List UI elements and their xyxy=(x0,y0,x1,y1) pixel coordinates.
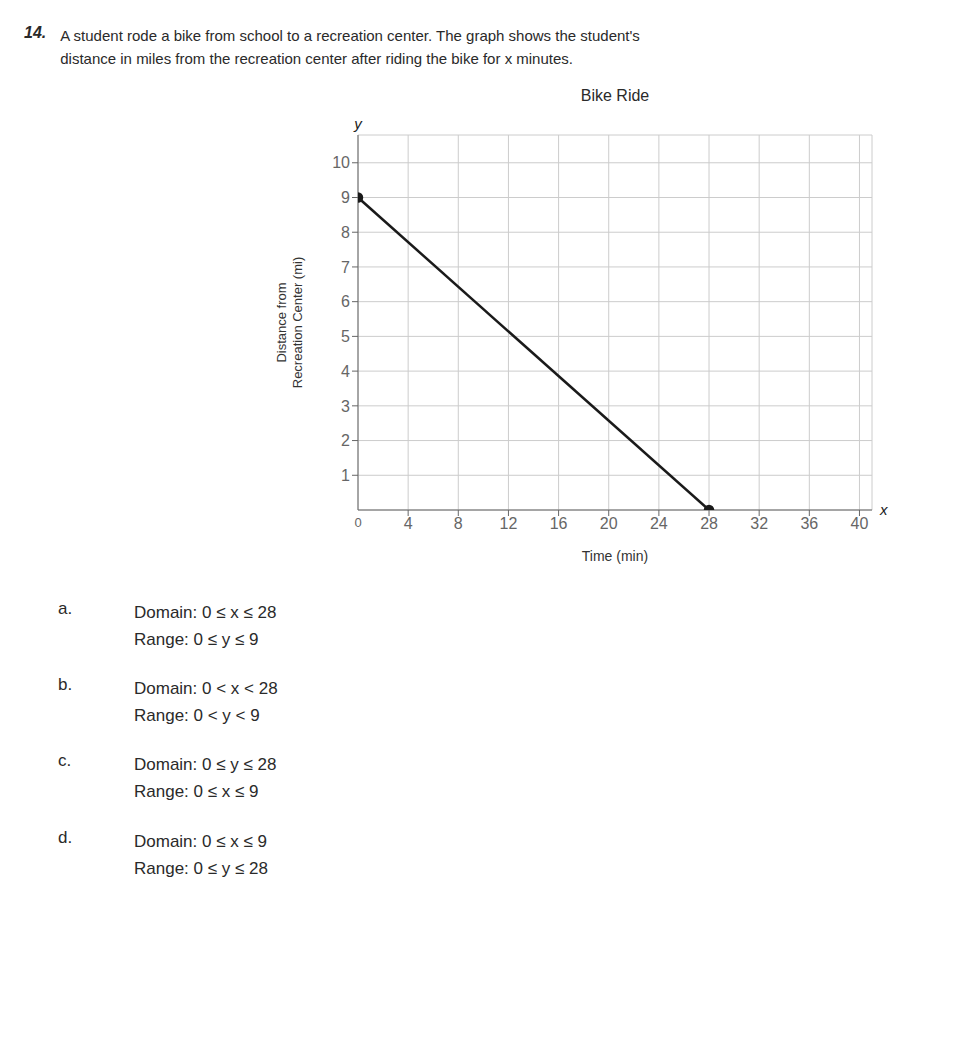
svg-text:1: 1 xyxy=(341,466,350,483)
svg-text:x: x xyxy=(879,501,888,518)
svg-text:8: 8 xyxy=(454,515,463,532)
html-text:Domain: 0 ≤ y ≤ 28: Domain: 0 ≤ y ≤ 28 xyxy=(134,755,277,775)
html-text:b.: b. xyxy=(58,674,73,694)
svg-text:2: 2 xyxy=(341,432,350,449)
svg-text:3: 3 xyxy=(341,397,350,414)
svg-text:40: 40 xyxy=(851,515,869,532)
html-text:Range: 0 ≤ y ≤ 28: Range: 0 ≤ y ≤ 28 xyxy=(134,858,268,878)
html-text:d.: d. xyxy=(58,827,73,847)
svg-text:0: 0 xyxy=(354,515,361,530)
svg-text:y: y xyxy=(353,115,363,132)
svg-text:28: 28 xyxy=(700,515,718,532)
svg-text:Distance fromRecreation Center: Distance fromRecreation Center (mi) xyxy=(274,256,305,388)
html-text:a.: a. xyxy=(58,598,73,618)
svg-text:5: 5 xyxy=(341,328,350,345)
svg-text:16: 16 xyxy=(550,515,568,532)
svg-text:32: 32 xyxy=(750,515,768,532)
svg-text:9: 9 xyxy=(341,189,350,206)
html-text:Range: 0 ≤ x ≤ 9: Range: 0 ≤ x ≤ 9 xyxy=(134,782,259,802)
svg-text:6: 6 xyxy=(341,293,350,310)
svg-text:12: 12 xyxy=(500,515,518,532)
svg-text:8: 8 xyxy=(341,223,350,240)
html-text:14.: 14. xyxy=(24,24,47,41)
html-text:Domain: 0 ≤ x ≤ 28: Domain: 0 ≤ x ≤ 28 xyxy=(134,602,277,622)
svg-text:36: 36 xyxy=(800,515,818,532)
svg-text:4: 4 xyxy=(341,362,350,379)
html-text:Range: 0 ≤ y ≤ 9: Range: 0 ≤ y ≤ 9 xyxy=(134,629,259,649)
html-text:Domain: 0 < x < 28: Domain: 0 < x < 28 xyxy=(134,678,278,698)
svg-text:10: 10 xyxy=(332,154,350,171)
svg-text:7: 7 xyxy=(341,258,350,275)
html-text:Range: 0 < y < 9: Range: 0 < y < 9 xyxy=(134,706,260,726)
svg-text:24: 24 xyxy=(650,515,668,532)
html-text:A student rode a bike from sch: A student rode a bike from school to a r… xyxy=(60,27,640,68)
svg-text:20: 20 xyxy=(600,515,618,532)
html-text:c.: c. xyxy=(58,751,72,771)
svg-text:Time (min): Time (min) xyxy=(582,548,648,564)
svg-text:4: 4 xyxy=(404,515,413,532)
html-text:Domain: 0 ≤ x ≤ 9: Domain: 0 ≤ x ≤ 9 xyxy=(134,831,267,851)
html-text:Bike Ride: Bike Ride xyxy=(580,86,650,104)
